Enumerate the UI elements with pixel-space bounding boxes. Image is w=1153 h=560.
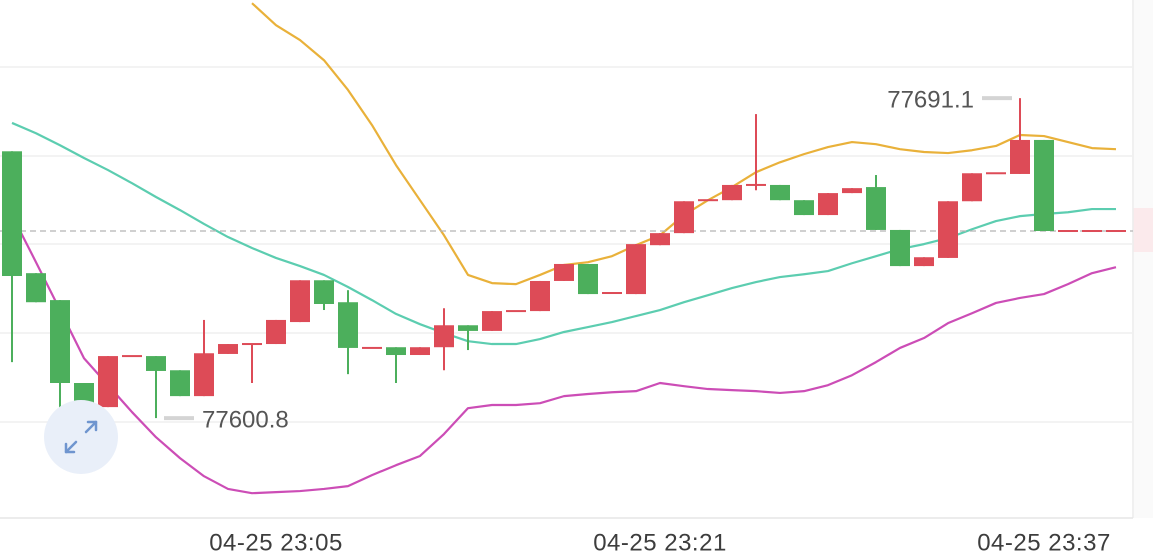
candle-body (866, 187, 886, 230)
candle-body (626, 244, 646, 295)
x-tick-label: 04-25 23:37 (977, 529, 1111, 556)
candle-body (602, 292, 622, 295)
high-label: 77691.1 (887, 86, 974, 113)
expand-button-bg[interactable] (44, 400, 118, 474)
candle-body (698, 199, 718, 202)
candle-body (362, 346, 382, 349)
candle-body (98, 356, 118, 408)
candle-body (842, 188, 862, 194)
candle-body (146, 356, 166, 371)
indicator-line (11, 214, 1117, 495)
candle-body (410, 347, 430, 356)
candle-body (578, 263, 598, 295)
candle-body (554, 263, 574, 281)
candle-body (530, 280, 550, 312)
expand-button[interactable] (44, 400, 118, 474)
candle-body (482, 311, 502, 331)
candle-body (314, 280, 334, 304)
candle-body (818, 193, 838, 216)
candle-body (650, 233, 670, 246)
candles (0, 98, 1133, 419)
candle-body (1106, 230, 1126, 233)
labels: 77691.1 77600.8 04-25 23:05 04-25 23:21 04-2… (164, 86, 1111, 556)
candle-body (986, 172, 1006, 175)
candle-body (242, 343, 262, 346)
candle-body (722, 184, 742, 201)
expand-icon (64, 420, 98, 454)
candle-body (1082, 230, 1102, 233)
candle-body (338, 302, 358, 348)
x-tick-label: 04-25 23:21 (593, 529, 727, 556)
grid (0, 66, 1133, 423)
candle-body (962, 173, 982, 202)
candle-body (2, 151, 22, 277)
candle-body (1058, 230, 1078, 233)
candle-body (458, 325, 478, 331)
candle-body (506, 310, 526, 313)
candle-body (266, 319, 286, 345)
candle-body (1034, 139, 1054, 232)
candle-body (170, 370, 190, 397)
price-tag (1133, 208, 1153, 252)
candle-body (386, 347, 406, 356)
low-label: 77600.8 (202, 406, 289, 433)
candle-body (122, 355, 142, 358)
candle-body (674, 201, 694, 234)
candle-body (218, 344, 238, 354)
candle-body (50, 300, 70, 384)
candle-body (290, 280, 310, 323)
candle-body (770, 184, 790, 201)
candle-body (1010, 139, 1030, 174)
candle-body (194, 353, 214, 397)
candle-body (746, 183, 766, 186)
candle-body (794, 200, 814, 216)
candle-body (914, 257, 934, 267)
indicator-line (251, 2, 1117, 286)
indicator-line (11, 121, 1116, 346)
candle-body (938, 201, 958, 258)
candle-body (890, 229, 910, 267)
x-tick-label: 04-25 23:05 (209, 529, 343, 556)
candle-body (434, 325, 454, 348)
candle-body (26, 273, 46, 303)
price-strip (1133, 0, 1153, 518)
